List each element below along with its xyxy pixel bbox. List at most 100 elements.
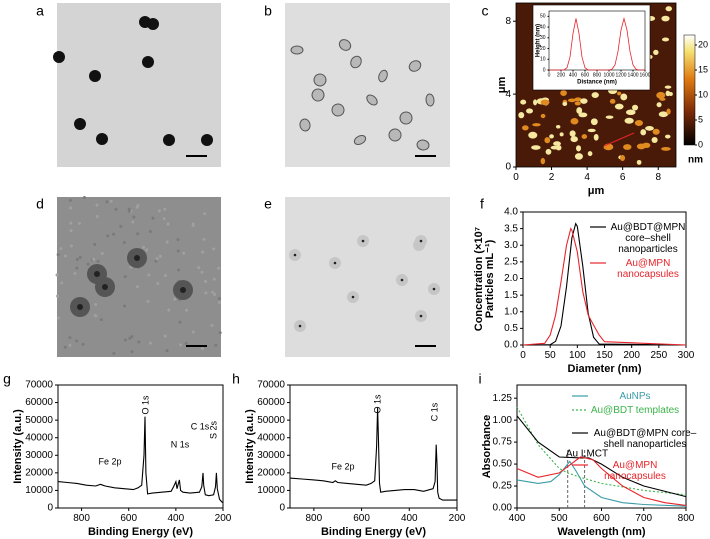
y-tick-label: 20000: [25, 467, 53, 478]
noise: [177, 268, 181, 272]
x-tick-label: 200: [623, 350, 640, 361]
noise: [157, 209, 161, 213]
afm-feature: [632, 104, 639, 111]
nanoparticle: [201, 134, 213, 146]
afm-feature: [580, 98, 588, 104]
x-tick-label: 400: [509, 513, 526, 524]
afm-feature: [620, 93, 628, 101]
peak-label: S 2s: [208, 420, 218, 439]
afm-feature: [522, 125, 529, 131]
noise: [142, 245, 146, 249]
y-tick-label: 10: [540, 57, 546, 63]
noise: [173, 297, 177, 301]
afm-feature: [553, 141, 561, 146]
afm-feature: [574, 97, 582, 102]
noise: [137, 340, 141, 344]
noise: [148, 341, 152, 345]
noise: [214, 343, 218, 347]
noise: [123, 275, 127, 279]
x-tick-label: 800: [593, 73, 602, 79]
x-axis-label: Wavelength (nm): [557, 526, 646, 538]
panel-label: g: [3, 371, 11, 387]
noise: [211, 290, 215, 294]
afm-feature: [545, 148, 552, 155]
noise: [128, 336, 132, 340]
x-tick-label: 6: [620, 172, 626, 183]
y-tick-label: 0.5: [504, 323, 518, 334]
x-tick-label: 100: [569, 350, 586, 361]
noise: [131, 220, 135, 224]
x-tick-label: 200: [557, 73, 566, 79]
noise: [69, 244, 73, 248]
peak-label: O 1s: [372, 394, 382, 414]
afm-feature: [590, 118, 598, 126]
y-tick-label: 1.00: [493, 415, 513, 426]
capsule: [299, 118, 311, 132]
series-line: [289, 407, 457, 501]
noise: [68, 198, 72, 202]
afm-feature: [625, 109, 636, 116]
y-tick-label: 2.0: [504, 273, 518, 284]
noise: [163, 274, 167, 278]
noise: [151, 216, 155, 220]
y-tick-label: 1.25: [493, 393, 513, 404]
peak-label: Fe 2p: [331, 461, 354, 471]
noise: [135, 205, 139, 209]
afm-feature: [555, 125, 561, 129]
capsule: [425, 93, 435, 107]
plot-frame: [516, 384, 687, 509]
x-axis-label: Binding Energy (eV): [88, 526, 193, 538]
noise: [163, 207, 167, 211]
y-tick-label: 60000: [25, 397, 53, 408]
x-tick-label: 600: [353, 513, 370, 524]
afm-feature: [666, 108, 671, 115]
x-tick-label: 1200: [615, 73, 626, 79]
afm-feature: [549, 134, 554, 139]
afm-feature: [550, 145, 559, 150]
afm-feature: [652, 128, 660, 135]
x-tick-label: 200: [215, 513, 232, 524]
x-tick-label: 2: [549, 172, 555, 183]
micrograph: [57, 3, 221, 167]
y-tick-label: 4.0: [504, 207, 518, 218]
x-tick-label: 300: [678, 350, 695, 361]
noise: [56, 316, 60, 320]
afm-feature: [591, 92, 599, 98]
legend-entry: Au@MPN nanocapsules: [604, 460, 666, 482]
afm-feature: [574, 101, 581, 106]
y-tick-label: 0.50: [493, 459, 513, 470]
noise: [96, 259, 100, 263]
noise: [217, 297, 221, 301]
plot-frame: [289, 384, 458, 509]
y-tick-label: 0.25: [493, 481, 513, 492]
afm-profile-line: [603, 132, 635, 147]
y-tick-label: 10000: [25, 485, 53, 496]
y-tick-label: 20: [540, 46, 546, 52]
afm-feature: [656, 91, 666, 99]
x-axis-label: Distance (nm): [577, 80, 617, 86]
noise: [114, 207, 118, 211]
noise: [184, 341, 188, 345]
noise: [165, 240, 169, 244]
y-tick-label: 40000: [257, 432, 285, 443]
noise: [82, 195, 86, 199]
afm-feature: [570, 118, 579, 125]
afm-feature: [560, 90, 567, 96]
capsule: [416, 139, 430, 151]
y-tick-label: 40: [540, 24, 546, 30]
y-tick-label: 10000: [257, 485, 285, 496]
afm-feature: [624, 117, 634, 124]
x-tick-label: 1000: [603, 73, 614, 79]
afm-feature: [661, 37, 670, 42]
core: [102, 284, 108, 290]
noise: [210, 323, 214, 327]
afm-feature: [574, 153, 584, 160]
noise: [212, 247, 216, 251]
noise: [191, 224, 195, 228]
x-tick-label: 700: [635, 513, 652, 524]
noise: [56, 294, 60, 298]
noise: [99, 318, 103, 322]
y-tick-label: 0.00: [493, 503, 513, 514]
noise: [73, 271, 77, 275]
